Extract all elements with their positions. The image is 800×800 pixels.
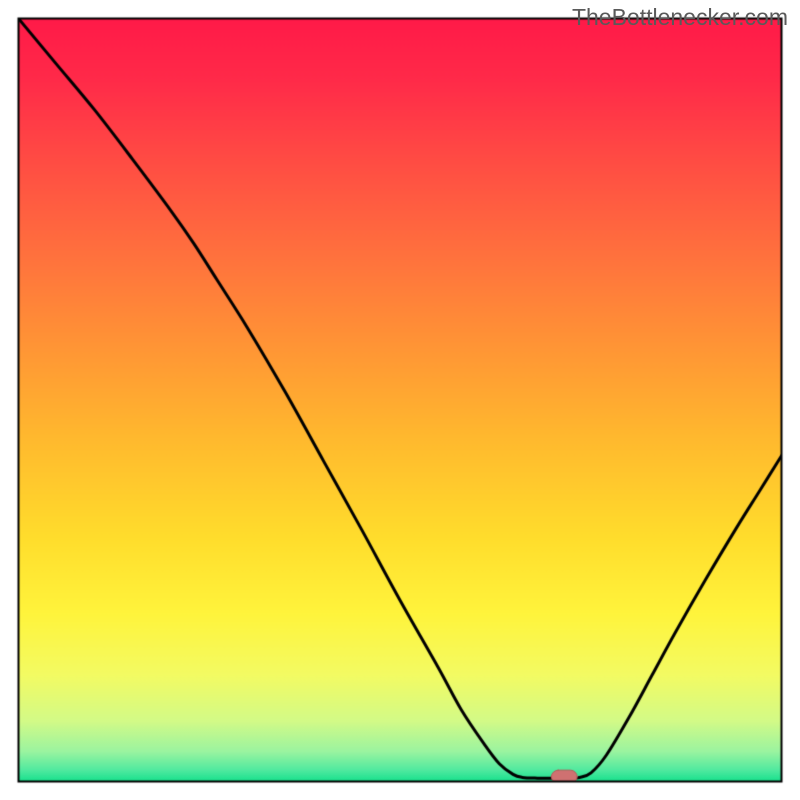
chart-container: TheBottlenecker.com: [0, 0, 800, 800]
bottleneck-curve-chart: [0, 0, 800, 800]
